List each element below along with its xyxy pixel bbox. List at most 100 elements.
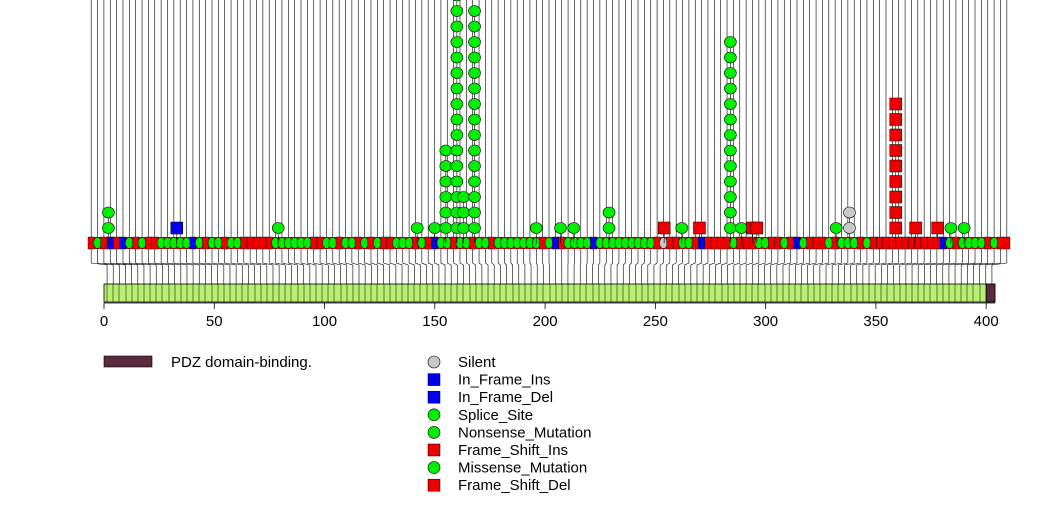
connector-line bbox=[523, 249, 526, 284]
connector-line bbox=[434, 249, 440, 284]
connector-line bbox=[179, 249, 194, 284]
legend-class-label: Missense_Mutation bbox=[458, 460, 587, 477]
connector-line bbox=[782, 249, 791, 284]
legend-class-label: In_Frame_Del bbox=[458, 389, 553, 406]
stack-marker bbox=[439, 160, 453, 172]
stack-marker bbox=[724, 67, 737, 79]
connector-line bbox=[218, 249, 231, 284]
connector-line bbox=[862, 249, 874, 284]
connector-line bbox=[917, 249, 931, 284]
connector-line bbox=[715, 249, 721, 284]
connector-line bbox=[160, 249, 175, 284]
stack-marker bbox=[170, 221, 184, 235]
connector-line bbox=[672, 249, 677, 284]
legend: PDZ domain-binding. SilentIn_Frame_InsIn_… bbox=[103, 354, 591, 494]
connector-line bbox=[109, 249, 126, 284]
connector-line bbox=[427, 249, 434, 284]
x-axis: 0 50 100 150 200 250 300 350 400 bbox=[100, 302, 999, 330]
row-marker-square bbox=[380, 236, 388, 250]
row-marker-circle bbox=[443, 237, 452, 249]
stack-marker bbox=[450, 67, 464, 79]
connector-line bbox=[256, 249, 268, 284]
connector-line bbox=[122, 249, 139, 284]
row-marker-square bbox=[246, 236, 254, 250]
stack-marker bbox=[657, 221, 671, 235]
connector-line bbox=[758, 249, 766, 284]
stack-marker bbox=[889, 128, 903, 142]
stack-marker bbox=[735, 222, 748, 234]
row-marker-square bbox=[691, 236, 699, 250]
legend-class-marker-square bbox=[427, 443, 441, 457]
connector-line bbox=[739, 249, 747, 284]
connector-line bbox=[592, 249, 594, 284]
connector-line bbox=[807, 249, 817, 284]
stack-marker bbox=[602, 222, 616, 234]
connector-line bbox=[899, 249, 912, 284]
row-marker-square bbox=[704, 236, 712, 250]
connector-line bbox=[887, 249, 900, 284]
row-marker-circle bbox=[481, 237, 490, 249]
stack-marker bbox=[724, 36, 737, 48]
stack-marker bbox=[931, 221, 944, 235]
connector-line bbox=[249, 249, 261, 284]
connector-line bbox=[268, 249, 280, 284]
stack-marker bbox=[724, 191, 737, 203]
row-marker-circle bbox=[93, 237, 102, 249]
stack-marker bbox=[457, 222, 470, 234]
row-marker-square bbox=[145, 236, 152, 250]
stack-marker bbox=[909, 221, 922, 235]
connector-line bbox=[696, 249, 702, 284]
connector-line bbox=[776, 249, 785, 284]
connector-line bbox=[794, 249, 804, 284]
row-marker-square bbox=[424, 236, 432, 250]
axis-tick-label: 100 bbox=[312, 313, 337, 330]
connector-line bbox=[396, 249, 403, 284]
connector-line bbox=[351, 249, 360, 284]
stack-marker bbox=[450, 20, 464, 33]
stack-marker bbox=[457, 191, 470, 203]
connector-line bbox=[357, 249, 366, 284]
stack-marker bbox=[724, 129, 737, 141]
stack-marker bbox=[724, 222, 737, 234]
connector-line bbox=[745, 249, 753, 284]
connector-line bbox=[874, 249, 887, 284]
stack-marker bbox=[957, 222, 971, 234]
connector-line bbox=[491, 249, 495, 284]
stack-marker bbox=[602, 206, 616, 219]
stack-marker bbox=[439, 206, 453, 219]
connector-line bbox=[224, 249, 237, 284]
row-marker-circle bbox=[989, 237, 999, 249]
connector-line bbox=[90, 249, 108, 284]
connector-line bbox=[326, 249, 335, 284]
row-marker-square bbox=[259, 236, 267, 250]
row-marker-square bbox=[888, 236, 896, 250]
stack-marker bbox=[468, 160, 481, 172]
connector-line bbox=[510, 249, 513, 284]
legend-class-marker-circle bbox=[427, 355, 441, 369]
row-marker-square bbox=[806, 236, 814, 250]
connector-line bbox=[930, 249, 944, 284]
stack-marker bbox=[468, 82, 481, 95]
row-marker-square bbox=[717, 236, 725, 250]
connector-line bbox=[629, 249, 632, 284]
legend-class-label: Frame_Shift_Del bbox=[458, 477, 571, 494]
connector-line bbox=[586, 249, 588, 284]
connector-line bbox=[535, 249, 538, 284]
connector-line bbox=[653, 249, 658, 284]
connector-line bbox=[936, 249, 950, 284]
stack-marker bbox=[675, 222, 689, 234]
connector-line bbox=[604, 249, 607, 284]
stack-marker bbox=[829, 222, 843, 234]
connector-line bbox=[377, 249, 384, 284]
connector-line bbox=[154, 249, 169, 284]
row-marker-circle bbox=[360, 237, 369, 249]
row-marker-square bbox=[933, 236, 941, 250]
connector-line bbox=[148, 249, 163, 284]
mutation-row bbox=[87, 236, 1011, 250]
stack-marker bbox=[450, 113, 464, 126]
connector-line bbox=[415, 249, 421, 284]
legend-class-marker-circle bbox=[427, 408, 441, 422]
stack-marker bbox=[450, 98, 464, 110]
connector-line bbox=[141, 249, 157, 284]
connector-line bbox=[813, 249, 823, 284]
